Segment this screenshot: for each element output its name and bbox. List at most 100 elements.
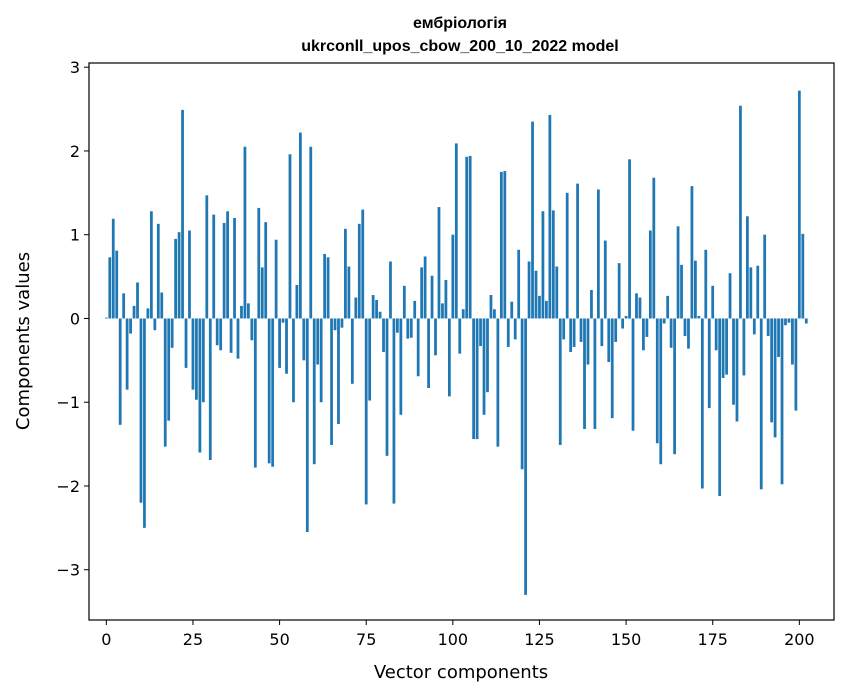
x-tick-label: 0 bbox=[101, 630, 111, 649]
x-tick-label: 25 bbox=[183, 630, 203, 649]
bar bbox=[527, 261, 531, 319]
bar bbox=[167, 318, 171, 421]
bar bbox=[534, 270, 538, 319]
bar bbox=[735, 318, 739, 422]
bar bbox=[770, 318, 774, 423]
bar bbox=[739, 105, 742, 319]
bar bbox=[510, 301, 514, 319]
plot-frame bbox=[88, 62, 835, 621]
bar bbox=[184, 318, 188, 368]
bar bbox=[707, 318, 711, 409]
bar bbox=[638, 297, 642, 319]
x-tick-label: 50 bbox=[269, 630, 289, 649]
bar bbox=[174, 238, 178, 319]
bar bbox=[402, 285, 406, 319]
bar bbox=[804, 318, 808, 324]
bar bbox=[683, 318, 687, 337]
bar bbox=[583, 318, 586, 430]
bar bbox=[257, 207, 261, 319]
bar bbox=[312, 318, 316, 465]
x-tick-label: 200 bbox=[784, 630, 815, 649]
bar bbox=[219, 318, 223, 351]
bar bbox=[714, 318, 718, 351]
bar bbox=[111, 218, 115, 319]
bar bbox=[188, 230, 191, 319]
bar bbox=[423, 256, 427, 319]
bar bbox=[267, 318, 271, 464]
x-axis-ticks: 0 25 50 75 100 125 150 175 200 bbox=[101, 620, 815, 649]
bar bbox=[118, 318, 122, 425]
bar bbox=[139, 318, 143, 503]
x-tick-label: 150 bbox=[611, 630, 642, 649]
x-tick-label: 125 bbox=[524, 630, 555, 649]
bar bbox=[766, 318, 770, 337]
bar bbox=[444, 279, 448, 319]
bar bbox=[437, 207, 441, 319]
bar bbox=[240, 305, 243, 319]
bar bbox=[687, 318, 690, 349]
bar bbox=[576, 183, 579, 319]
bar bbox=[396, 318, 399, 333]
bar bbox=[208, 318, 212, 461]
bar bbox=[177, 232, 181, 319]
bar bbox=[797, 90, 801, 319]
bar bbox=[302, 318, 306, 361]
bar bbox=[458, 318, 462, 354]
bar bbox=[728, 273, 732, 319]
bar bbox=[780, 318, 784, 485]
y-tick-label: 1 bbox=[70, 226, 80, 245]
bar bbox=[163, 318, 167, 447]
bar bbox=[659, 318, 663, 465]
bar bbox=[215, 318, 219, 346]
bar bbox=[745, 216, 749, 319]
bar bbox=[565, 192, 569, 319]
bar bbox=[711, 285, 715, 319]
x-tick-label: 75 bbox=[356, 630, 376, 649]
bar bbox=[434, 318, 437, 356]
bar bbox=[496, 318, 500, 447]
bar bbox=[486, 318, 489, 393]
bar bbox=[281, 318, 285, 323]
bar bbox=[600, 318, 604, 347]
chart-subtitle: ukrconll_upos_cbow_200_10_2022 model bbox=[301, 38, 618, 55]
bar bbox=[285, 318, 288, 374]
bar bbox=[357, 223, 361, 319]
bar bbox=[524, 318, 527, 595]
bar bbox=[742, 318, 746, 376]
bar bbox=[288, 154, 292, 319]
bar bbox=[465, 156, 469, 319]
bar bbox=[298, 132, 302, 319]
bar bbox=[586, 318, 590, 365]
bar bbox=[122, 293, 126, 319]
bar bbox=[406, 318, 410, 339]
bar bbox=[153, 318, 157, 331]
x-tick-label: 100 bbox=[438, 630, 469, 649]
bar bbox=[323, 253, 327, 319]
bar bbox=[170, 318, 174, 348]
bar bbox=[513, 318, 517, 340]
bar bbox=[253, 318, 257, 468]
bar bbox=[555, 266, 559, 319]
bar bbox=[454, 143, 458, 319]
bar bbox=[368, 318, 372, 401]
chart-title: ембріологія bbox=[413, 15, 507, 32]
x-tick-label: 175 bbox=[697, 630, 728, 649]
bar bbox=[330, 318, 333, 445]
bar bbox=[156, 223, 160, 319]
bar bbox=[531, 121, 534, 319]
bar bbox=[551, 210, 555, 319]
bar bbox=[132, 305, 136, 319]
bar bbox=[205, 195, 209, 319]
bar bbox=[506, 318, 510, 347]
bar bbox=[718, 318, 722, 497]
bar bbox=[278, 318, 281, 368]
bar bbox=[451, 234, 455, 319]
bar bbox=[787, 318, 791, 323]
bar bbox=[593, 318, 597, 430]
bar bbox=[721, 318, 725, 378]
bar bbox=[482, 318, 486, 415]
bar bbox=[607, 318, 611, 363]
bar bbox=[669, 318, 673, 348]
